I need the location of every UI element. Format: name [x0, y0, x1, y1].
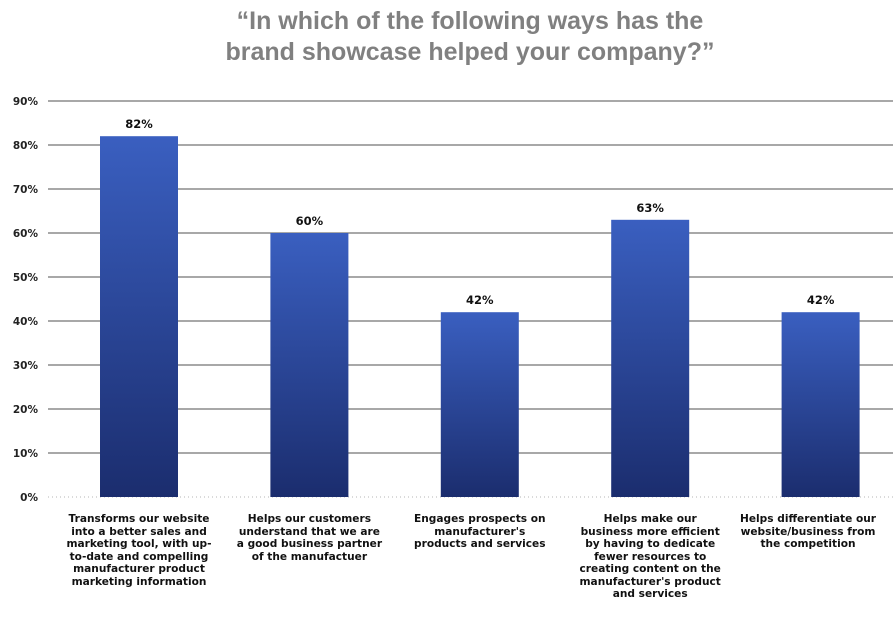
data-label: 82%	[125, 117, 153, 131]
y-tick-label: 30%	[13, 360, 39, 372]
x-category-label-line: understand that we are	[238, 525, 380, 538]
x-category-label-line: Engages prospects on	[414, 513, 546, 525]
x-category-label-line: and services	[612, 588, 688, 600]
y-tick-label: 70%	[13, 184, 39, 196]
data-label: 42%	[807, 293, 835, 307]
x-category-label-line: manufacturer's	[434, 525, 526, 538]
chart-title-line-1: “In which of the following ways has the	[236, 7, 704, 35]
y-tick-label: 80%	[13, 140, 39, 152]
x-category-label-line: into a better sales and	[71, 525, 207, 538]
chart-title: “In which of the following ways has the …	[150, 6, 790, 68]
x-category-label-line: manufacturer product	[73, 563, 205, 575]
y-tick-label: 20%	[13, 404, 39, 416]
x-category-label-line: products and services	[414, 538, 546, 550]
x-category-label: Engages prospects on manufacturer's produc…	[395, 513, 565, 551]
x-category-label-line: Helps our customers	[247, 513, 371, 525]
y-tick-label: 10%	[13, 448, 39, 460]
y-tick-label: 90%	[13, 96, 39, 108]
x-category-label-line: by having to dedicate	[585, 538, 716, 550]
x-category-label: Transforms our website into a better sale…	[54, 513, 224, 588]
x-category-label: Helps make our business more efficient by …	[565, 513, 735, 601]
x-category-label-line: Helps differentiate our	[739, 513, 877, 525]
y-tick-label: 50%	[13, 272, 39, 284]
data-label: 63%	[636, 201, 664, 215]
x-category-label-line: of the manufactuer	[251, 550, 368, 563]
bar	[611, 219, 690, 498]
x-category-label: Helps differentiate our website/business …	[723, 513, 893, 551]
data-label: 42%	[466, 293, 494, 307]
x-category-label-line: marketing information	[71, 575, 207, 588]
x-category-label-line: Transforms our website	[68, 513, 210, 525]
x-category-label-line: the competition	[760, 538, 856, 550]
y-tick-label: 60%	[13, 228, 39, 240]
x-category-label-line: business more efficient	[580, 525, 720, 538]
x-category-label-line: a good business partner	[236, 538, 383, 550]
x-category-label-line: to-date and compelling	[69, 550, 209, 563]
x-category-label-line: creating content on the	[579, 563, 721, 575]
bar	[100, 136, 178, 497]
chart-title-line-2: brand showcase helped your company?”	[225, 38, 715, 66]
x-category-label: Helps our customers understand that we ar…	[224, 513, 394, 563]
bar	[440, 312, 519, 497]
y-tick-label: 0%	[20, 492, 38, 504]
bar	[781, 312, 860, 497]
x-category-label-line: marketing tool, with up-	[66, 538, 212, 550]
x-category-label-line: Helps make our	[603, 513, 697, 525]
x-category-label-line: fewer resources to	[594, 550, 707, 563]
x-category-label-line: website/business from	[740, 525, 876, 538]
data-label: 60%	[296, 214, 324, 228]
bar	[270, 233, 349, 497]
y-tick-label: 40%	[13, 316, 39, 328]
x-category-label-line: manufacturer's product	[579, 575, 721, 588]
